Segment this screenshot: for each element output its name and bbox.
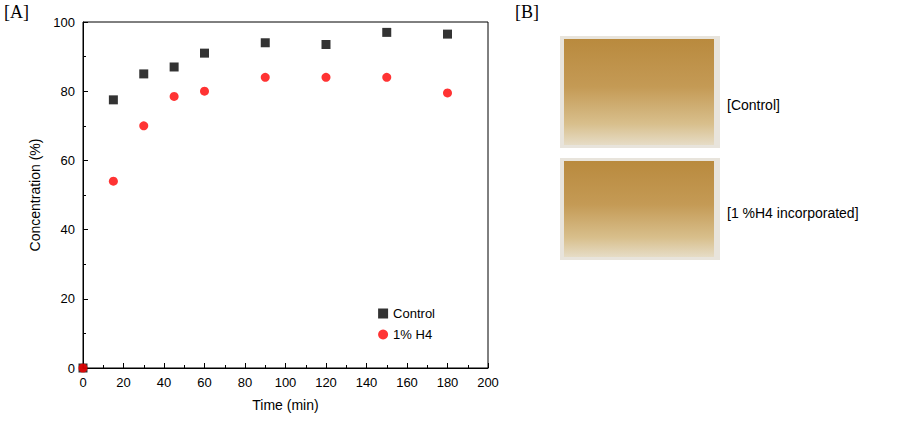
- svg-text:Time (min): Time (min): [252, 397, 318, 413]
- svg-text:Concentration (%): Concentration (%): [27, 139, 43, 252]
- svg-text:60: 60: [197, 375, 211, 390]
- svg-text:1% H4: 1% H4: [393, 327, 432, 342]
- svg-text:0: 0: [79, 375, 86, 390]
- svg-text:Control: Control: [393, 306, 435, 321]
- svg-text:40: 40: [61, 222, 75, 237]
- html-text:[1 %H4 incorporated]: [1 %H4 incorporated]: [727, 205, 859, 221]
- svg-text:0: 0: [68, 361, 75, 376]
- svg-text:20: 20: [61, 291, 75, 306]
- svg-text:60: 60: [61, 153, 75, 168]
- svg-text:100: 100: [275, 375, 297, 390]
- html-text:[A]: [A]: [4, 2, 29, 22]
- svg-text:200: 200: [477, 375, 499, 390]
- svg-text:100: 100: [53, 15, 75, 30]
- svg-text:80: 80: [61, 84, 75, 99]
- svg-text:180: 180: [437, 375, 459, 390]
- html-text:[Control]: [Control]: [727, 97, 780, 113]
- svg-text:140: 140: [356, 375, 378, 390]
- svg-text:80: 80: [238, 375, 252, 390]
- svg-text:20: 20: [116, 375, 130, 390]
- svg-text:40: 40: [157, 375, 171, 390]
- svg-text:160: 160: [396, 375, 418, 390]
- svg-text:120: 120: [315, 375, 337, 390]
- html-text:[B]: [B]: [515, 2, 539, 22]
